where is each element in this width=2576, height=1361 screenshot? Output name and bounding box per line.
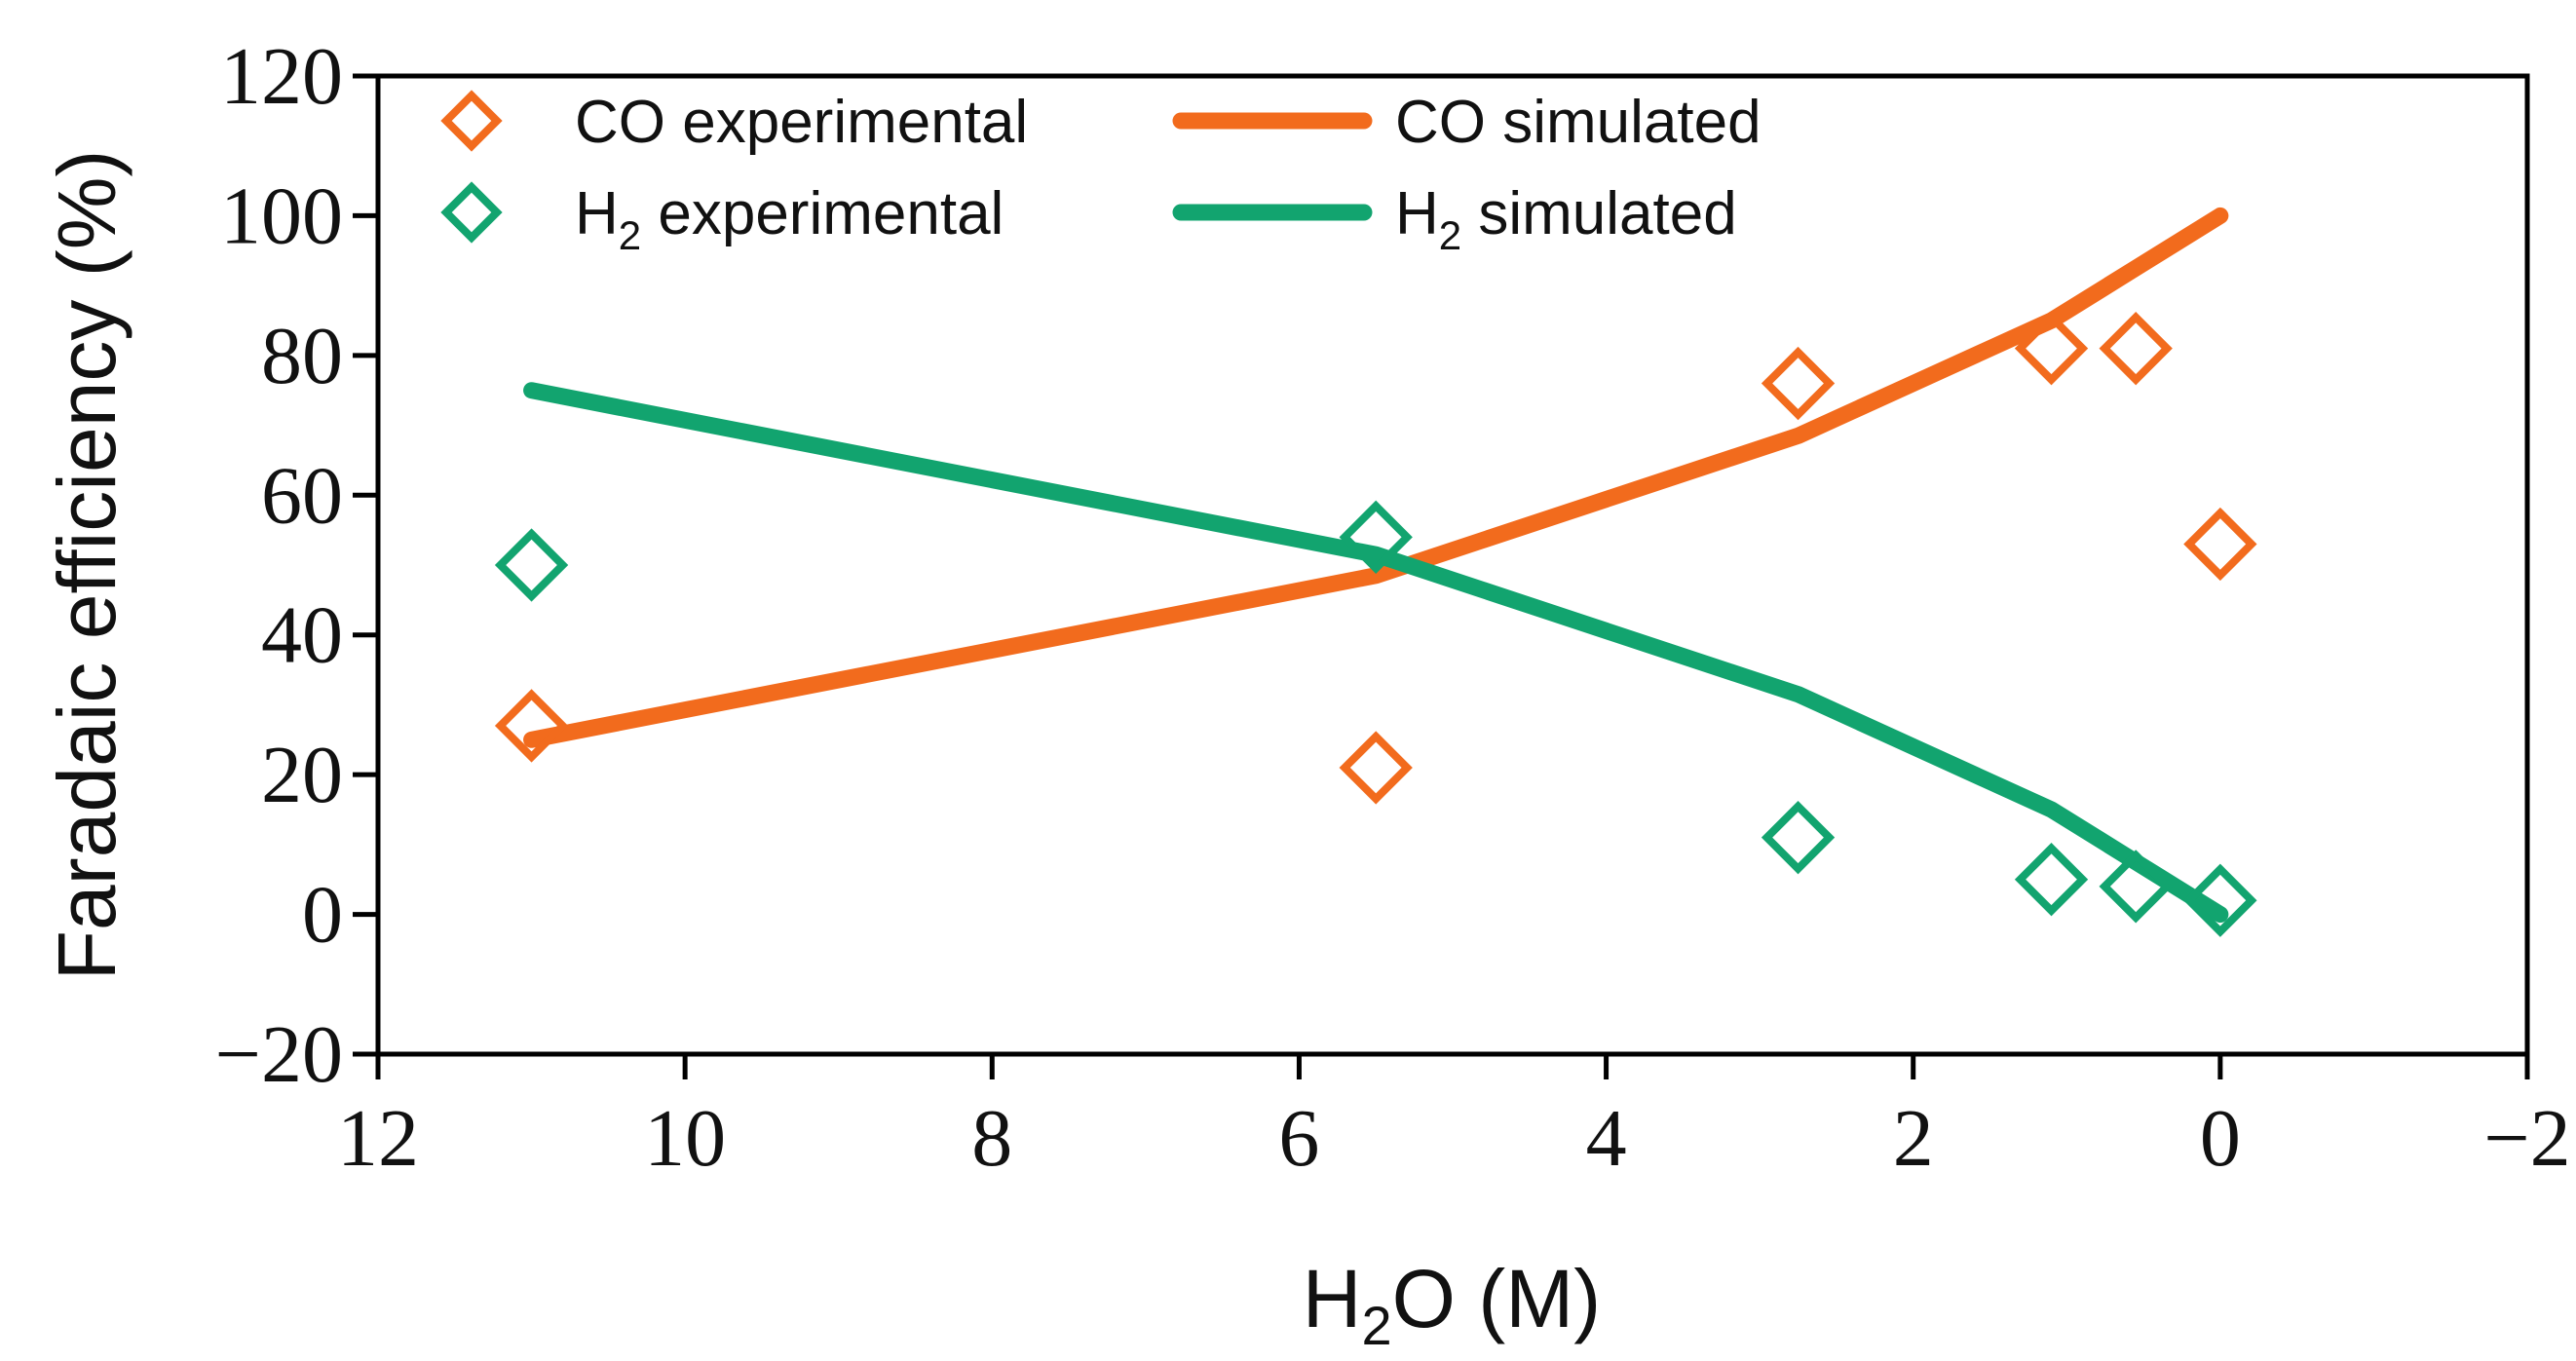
data-point-co-experimental xyxy=(2099,312,2173,386)
legend-marker-h2-experimental xyxy=(440,181,503,244)
y-axis: 120 100 80 60 40 20 0 −20 xyxy=(215,31,378,1100)
legend-label-h2-experimental: H2 experimental xyxy=(575,180,1004,258)
data-point-h2-experimental xyxy=(1761,801,1836,875)
x-tick-label: 12 xyxy=(337,1093,419,1184)
y-tick-label: −20 xyxy=(215,1009,343,1100)
y-tick-label: 20 xyxy=(261,730,343,820)
data-point-co-experimental xyxy=(2014,312,2089,386)
y-axis-title: Faradaic efficiency (%) xyxy=(41,150,133,981)
data-point-h2-experimental xyxy=(494,528,569,602)
x-tick-label: 0 xyxy=(2200,1093,2241,1184)
data-point-co-experimental xyxy=(1339,731,1413,805)
x-tick-label: 6 xyxy=(1278,1093,1319,1184)
x-tick-label: 8 xyxy=(971,1093,1012,1184)
legend-label-co-simulated: CO simulated xyxy=(1395,89,1762,156)
x-axis-title: H2O (M) xyxy=(1303,1253,1601,1356)
x-axis-title-sub: 2 xyxy=(1361,1295,1391,1356)
x-tick-label: −2 xyxy=(2483,1093,2570,1184)
y-tick-label: 100 xyxy=(220,170,343,261)
x-axis: 12 10 8 6 4 2 0 −2 xyxy=(337,1054,2571,1184)
legend: CO experimental CO simulated H2 experiment… xyxy=(440,89,1762,258)
x-tick-label: 4 xyxy=(1586,1093,1627,1184)
y-tick-label: 120 xyxy=(220,31,343,122)
series-markers xyxy=(494,312,2257,937)
data-point-h2-experimental xyxy=(2183,863,2257,937)
legend-label-h2-simulated: H2 simulated xyxy=(1395,180,1737,258)
x-tick-label: 2 xyxy=(1893,1093,1934,1184)
data-point-co-experimental xyxy=(494,689,569,763)
data-point-h2-experimental xyxy=(2014,843,2089,917)
data-point-co-experimental xyxy=(2183,507,2257,582)
data-point-co-experimental xyxy=(1761,346,1836,421)
y-tick-label: 60 xyxy=(261,450,343,541)
legend-label-co-experimental: CO experimental xyxy=(575,89,1028,156)
series-line-h2-simulated xyxy=(523,382,2229,924)
y-tick-label: 0 xyxy=(302,870,343,961)
x-axis-title-rest: O (M) xyxy=(1392,1253,1602,1344)
legend-marker-co-experimental xyxy=(440,90,503,152)
y-tick-label: 80 xyxy=(261,311,343,401)
x-tick-label: 10 xyxy=(644,1093,726,1184)
data-point-h2-experimental xyxy=(1339,500,1413,574)
plot-frame xyxy=(375,73,2530,1057)
x-axis-title-base: H xyxy=(1303,1253,1362,1344)
series-line-co-simulated xyxy=(523,207,2229,748)
data-point-h2-experimental xyxy=(2099,850,2173,924)
y-tick-label: 40 xyxy=(261,590,343,681)
